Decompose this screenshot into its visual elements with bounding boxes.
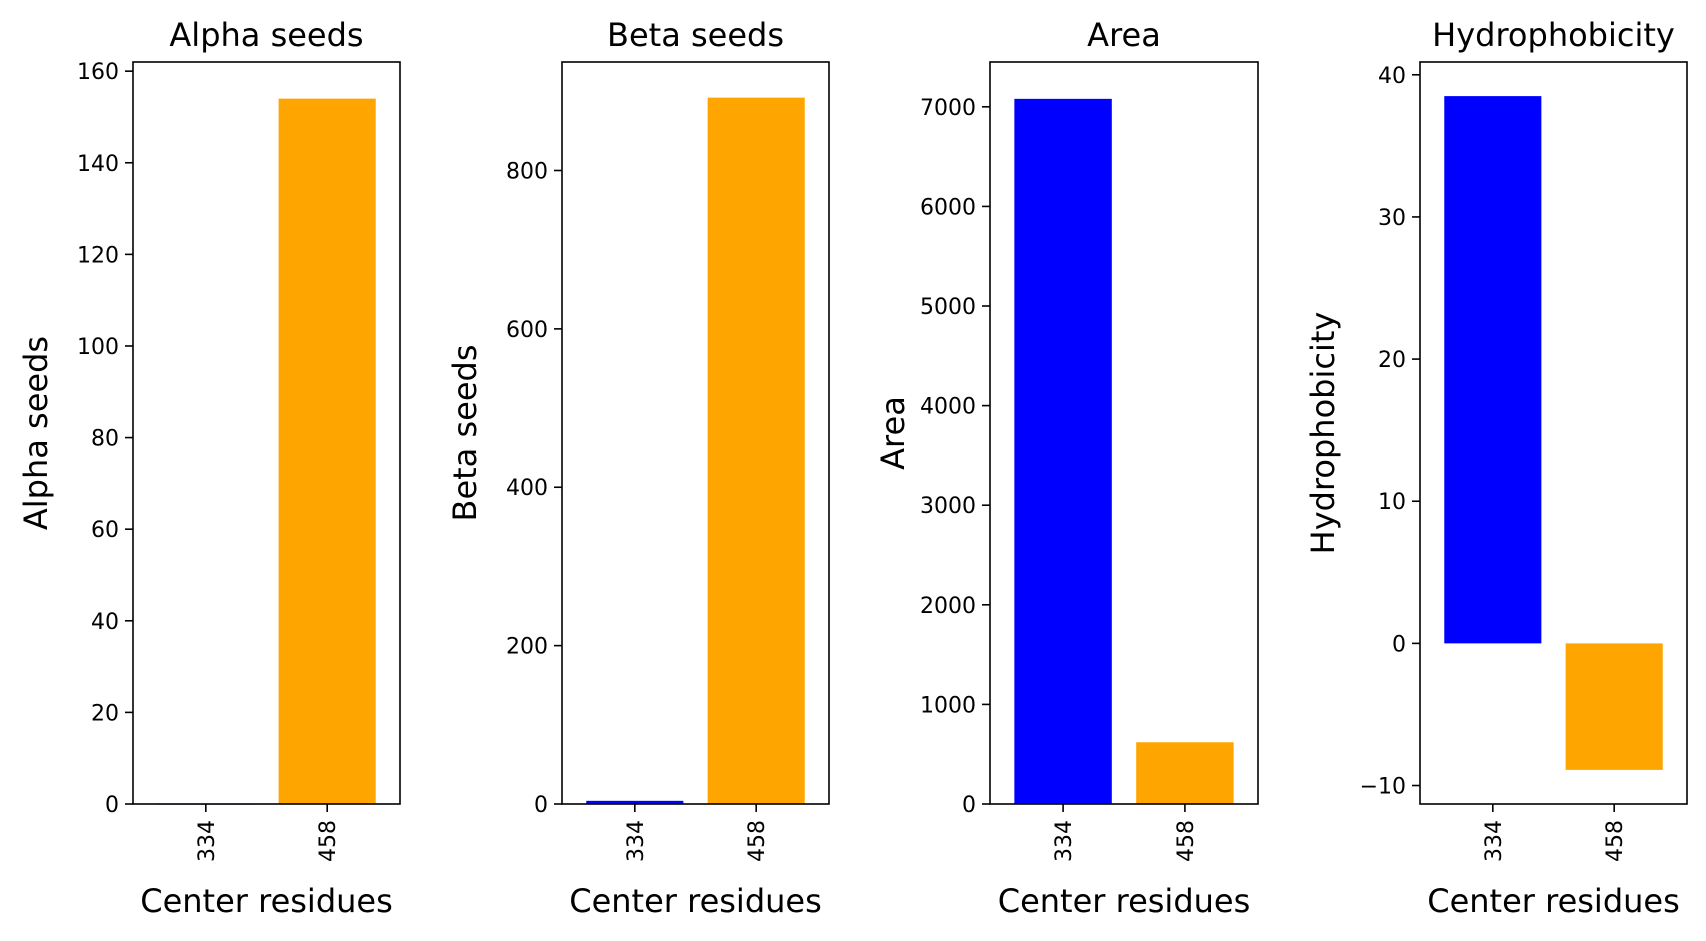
y-tick-label: 100 xyxy=(77,335,119,360)
y-tick-label: 3000 xyxy=(920,494,976,519)
panel-4: −10 0 10 20 30 40 334 458 Hydrophobicity Center r… xyxy=(1304,16,1688,920)
bar-334 xyxy=(586,800,684,804)
y-axis-label: Alpha seeds xyxy=(17,336,55,530)
y-tick-label: −10 xyxy=(1360,775,1406,800)
panel-title: Area xyxy=(1087,16,1161,54)
panel-3: 0 1000 2000 3000 4000 5000 6000 7000 334 458 Area C… xyxy=(874,16,1259,920)
panel-2: 0 200 400 600 800 334 458 Beta seeds Center resi… xyxy=(446,16,830,920)
bar-334 xyxy=(1014,98,1112,805)
y-tick-label: 40 xyxy=(91,610,119,635)
y-tick-label: 2000 xyxy=(920,594,976,619)
y-tick-label: 1000 xyxy=(920,693,976,718)
y-tick-label: 140 xyxy=(77,152,119,177)
y-tick-label: 0 xyxy=(105,793,119,818)
y-axis-label: Hydrophobicity xyxy=(1304,312,1342,555)
x-tick-label: 458 xyxy=(1603,820,1628,862)
x-axis-label: Center residues xyxy=(140,882,393,920)
y-tick-label: 160 xyxy=(77,60,119,85)
axes-frame xyxy=(989,61,1259,805)
axes-frame xyxy=(1419,61,1688,805)
y-tick-label: 10 xyxy=(1378,490,1406,515)
y-tick-label: 0 xyxy=(534,793,548,818)
y-tick-label: 4000 xyxy=(920,395,976,420)
x-axis-label: Center residues xyxy=(998,882,1251,920)
y-tick-label: 5000 xyxy=(920,295,976,320)
y-tick-label: 40 xyxy=(1378,64,1406,89)
bar-458 xyxy=(1565,643,1663,770)
x-tick-label: 334 xyxy=(1052,820,1077,862)
bar-458 xyxy=(1136,742,1234,804)
x-tick-label: 334 xyxy=(624,820,649,862)
y-tick-label: 60 xyxy=(91,518,119,543)
x-tick-label: 458 xyxy=(745,820,770,862)
panel-title: Beta seeds xyxy=(607,16,784,54)
panel-title: Hydrophobicity xyxy=(1432,16,1675,54)
axes-frame xyxy=(132,61,401,805)
y-tick-label: 400 xyxy=(506,476,548,501)
y-axis-label: Area xyxy=(874,396,912,470)
bar-458 xyxy=(278,98,376,804)
bar-334 xyxy=(1444,96,1542,644)
y-axis-label: Beta seeds xyxy=(446,345,484,522)
x-axis-label: Center residues xyxy=(569,882,822,920)
x-tick-label: 334 xyxy=(195,820,220,862)
y-tick-label: 30 xyxy=(1378,206,1406,231)
y-tick-label: 20 xyxy=(91,701,119,726)
y-tick-label: 80 xyxy=(91,427,119,452)
y-tick-label: 20 xyxy=(1378,348,1406,373)
y-tick-label: 800 xyxy=(506,159,548,184)
y-tick-label: 0 xyxy=(1392,632,1406,657)
y-tick-label: 6000 xyxy=(920,195,976,220)
y-tick-label: 600 xyxy=(506,318,548,343)
x-axis-label: Center residues xyxy=(1427,882,1680,920)
panel-1: 0 20 40 60 80 100 120 140 160 334 458 Alpha seeds Ce… xyxy=(17,16,401,920)
bar-458 xyxy=(707,97,805,804)
y-tick-label: 120 xyxy=(77,243,119,268)
axes-frame xyxy=(561,61,830,805)
x-tick-label: 458 xyxy=(1174,820,1199,862)
panel-title: Alpha seeds xyxy=(169,16,363,54)
x-tick-label: 458 xyxy=(316,820,341,862)
y-tick-label: 0 xyxy=(962,793,976,818)
y-tick-label: 200 xyxy=(506,635,548,660)
x-tick-label: 334 xyxy=(1482,820,1507,862)
y-tick-label: 7000 xyxy=(920,96,976,121)
